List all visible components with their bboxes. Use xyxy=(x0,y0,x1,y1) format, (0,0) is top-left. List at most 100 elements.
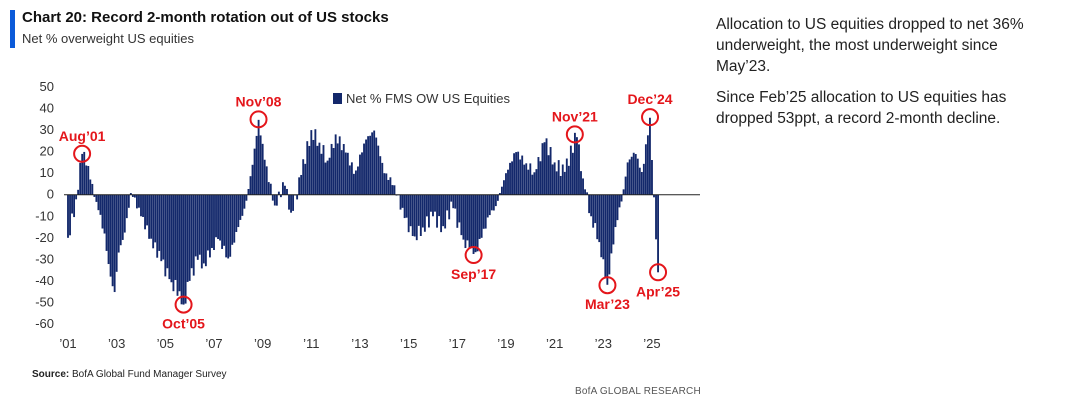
annotation-circle xyxy=(174,295,193,314)
bar xyxy=(407,194,410,233)
bar xyxy=(655,194,657,240)
bar xyxy=(586,192,589,195)
brand-footer: BofA GLOBAL RESEARCH xyxy=(575,386,701,397)
bar xyxy=(565,158,568,195)
bar xyxy=(342,144,345,195)
bar xyxy=(622,189,625,195)
commentary: Allocation to US equities dropped to net… xyxy=(716,14,1056,139)
bar xyxy=(484,194,487,229)
bar xyxy=(494,194,497,207)
bar xyxy=(131,194,134,197)
x-axis-ticks: ’01 ’03 ’05 ’07 ’09 ’11 ’13 ’15 ’17 ’19 ’21 ’23 ’25 xyxy=(59,336,660,351)
bar xyxy=(361,152,363,195)
bar xyxy=(573,132,576,195)
bar xyxy=(243,194,246,209)
bar xyxy=(559,175,562,195)
bar xyxy=(513,153,516,195)
x-tick-label: ’01 xyxy=(59,336,76,351)
bar xyxy=(620,194,623,202)
bar xyxy=(221,194,224,249)
bar xyxy=(123,194,126,233)
annotation-circle xyxy=(598,276,617,295)
bar xyxy=(478,194,481,239)
bar xyxy=(67,194,69,238)
bar xyxy=(505,173,507,195)
bar xyxy=(515,152,518,195)
bar xyxy=(312,139,315,195)
bar xyxy=(614,194,617,228)
bar xyxy=(259,135,262,195)
y-tick-label: 20 xyxy=(40,144,54,159)
bar xyxy=(225,194,228,258)
bar xyxy=(249,176,252,195)
bar xyxy=(247,188,250,195)
bar xyxy=(73,194,76,218)
bar xyxy=(626,162,629,195)
bar xyxy=(602,194,605,260)
bar xyxy=(430,194,432,212)
bar xyxy=(417,194,420,226)
bar xyxy=(350,162,353,195)
y-tick-label: -10 xyxy=(35,208,54,223)
bar xyxy=(99,194,102,215)
bar xyxy=(399,194,402,210)
bar xyxy=(519,159,522,195)
bar xyxy=(172,194,175,292)
bar xyxy=(111,194,114,287)
y-tick-label: 50 xyxy=(40,79,54,94)
bar xyxy=(427,194,430,228)
source-label: Source: xyxy=(32,369,70,380)
bar xyxy=(500,186,503,195)
bar xyxy=(531,174,534,195)
bar xyxy=(251,164,254,195)
bar xyxy=(194,194,197,257)
bar xyxy=(279,194,282,198)
bar xyxy=(219,194,222,241)
bar xyxy=(344,152,347,195)
bar xyxy=(442,194,445,227)
bar xyxy=(383,173,386,195)
x-tick-label: ’21 xyxy=(546,336,563,351)
bar xyxy=(498,192,501,195)
bar xyxy=(432,194,434,217)
annotation-label: Aug’01 xyxy=(59,128,106,144)
bar xyxy=(507,169,509,195)
bar xyxy=(569,145,572,195)
bar xyxy=(373,130,376,195)
bar xyxy=(95,194,98,202)
bar xyxy=(584,189,586,195)
bar xyxy=(302,159,305,195)
annotation-label: Sep’17 xyxy=(451,266,496,282)
bar xyxy=(385,173,388,195)
bar xyxy=(91,183,94,195)
x-tick-label: ’07 xyxy=(205,336,222,351)
x-tick-label: ’17 xyxy=(449,336,466,351)
bar xyxy=(306,141,309,195)
bar xyxy=(326,160,329,195)
bar xyxy=(592,194,595,228)
bar xyxy=(83,151,86,195)
source-note: Source: BofA Global Fund Manager Survey xyxy=(32,369,227,380)
bar xyxy=(77,189,80,195)
bar xyxy=(608,194,611,275)
bar xyxy=(237,194,240,228)
bar xyxy=(71,194,73,214)
bar xyxy=(600,194,603,258)
bar xyxy=(448,194,451,220)
bar xyxy=(580,171,582,195)
bar xyxy=(184,194,187,304)
bar xyxy=(470,194,473,247)
bar xyxy=(415,194,418,241)
annotation-circle xyxy=(565,125,584,144)
bar xyxy=(446,194,449,211)
bar xyxy=(535,169,538,195)
bar xyxy=(413,194,416,237)
bar xyxy=(265,166,268,195)
bar xyxy=(543,142,546,195)
bar xyxy=(209,194,211,258)
bar xyxy=(503,180,505,195)
bar xyxy=(156,194,159,258)
bar xyxy=(277,191,280,195)
legend-label: Net % FMS OW US Equities xyxy=(346,91,510,106)
bar xyxy=(551,164,554,195)
